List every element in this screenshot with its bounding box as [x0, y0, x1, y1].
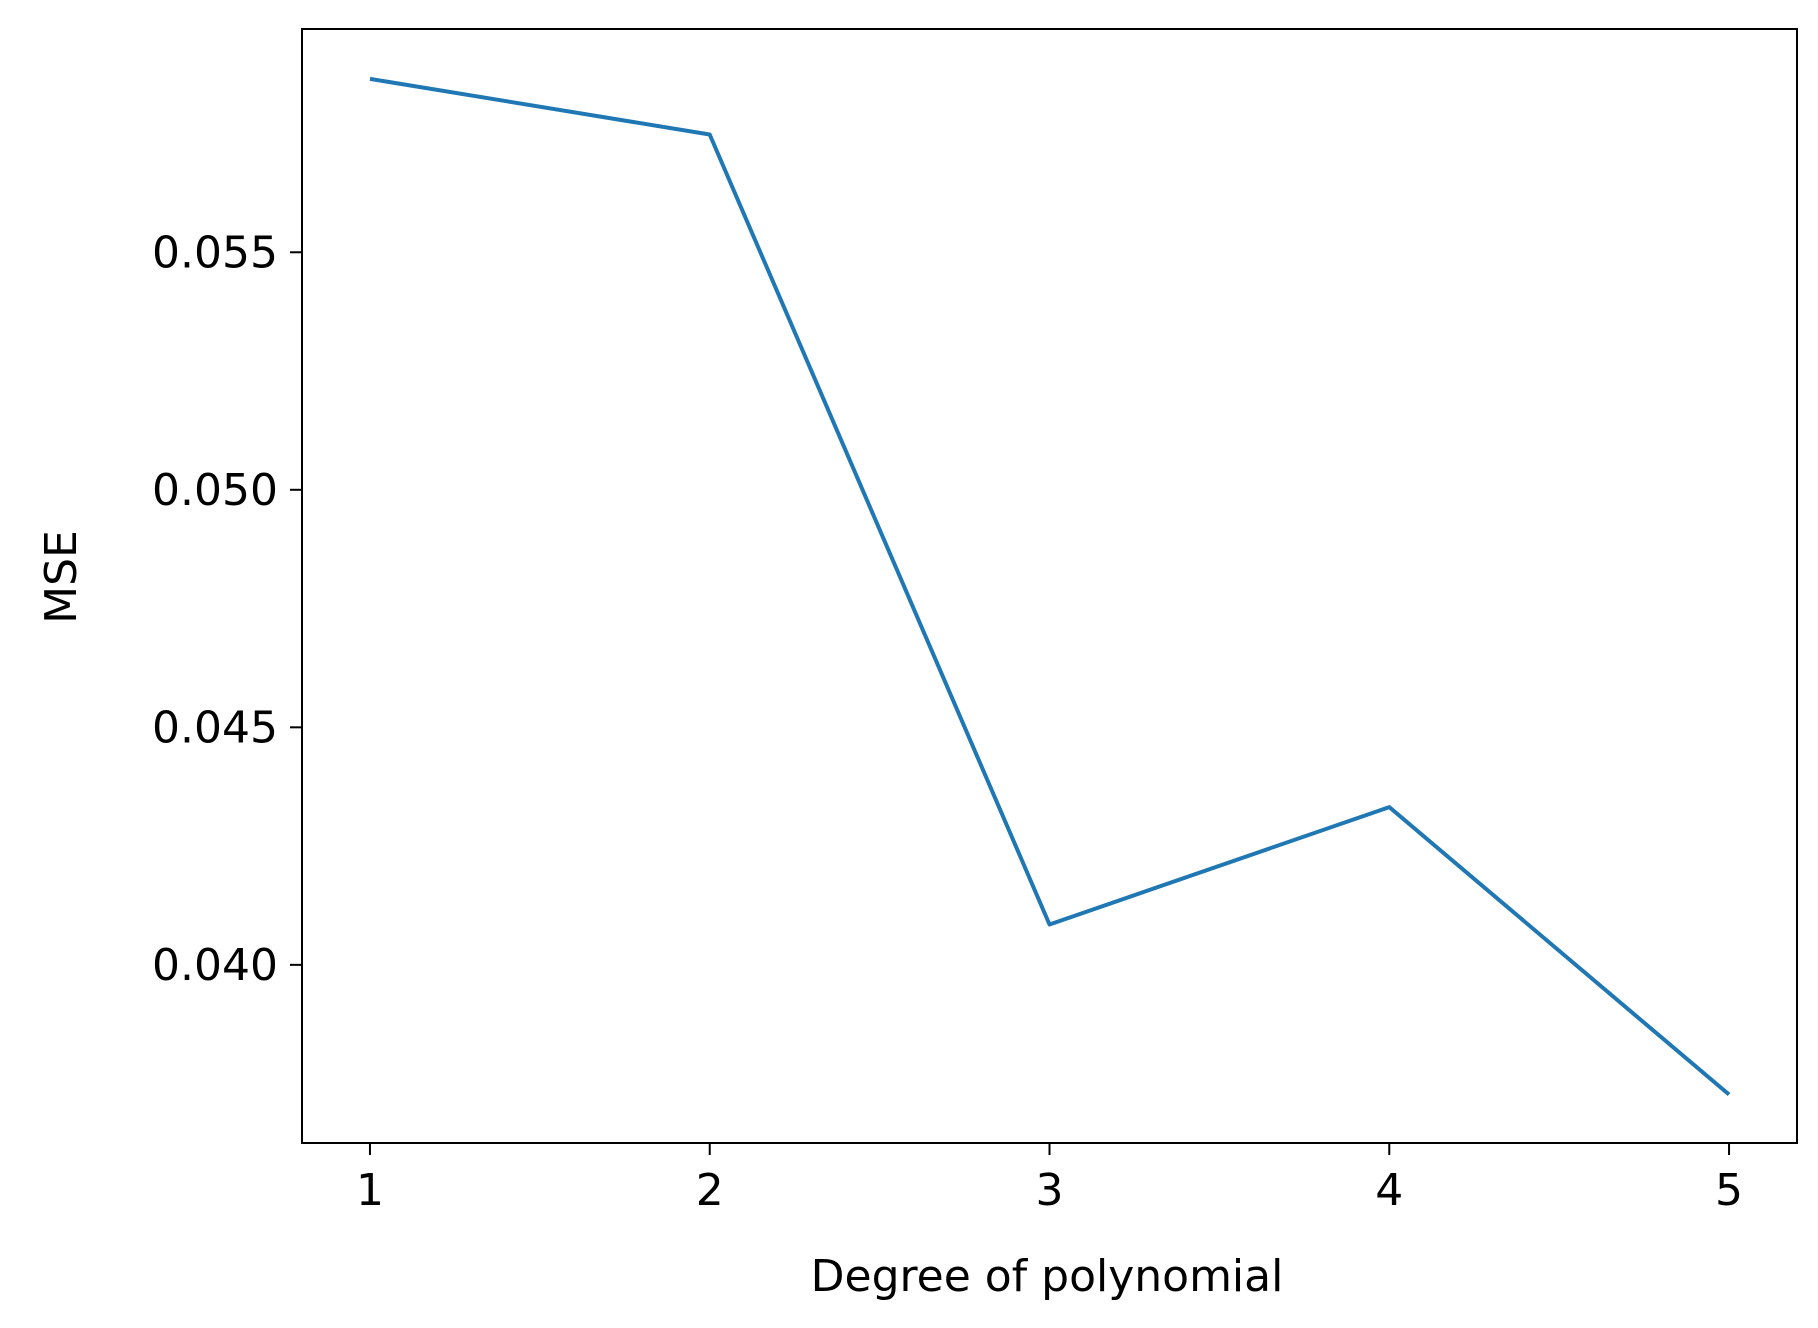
y-tick-label: 0.045 — [152, 702, 278, 753]
x-axis-label: Degree of polynomial — [811, 1251, 1284, 1302]
y-tick-label: 0.055 — [152, 227, 278, 278]
x-tick-label: 1 — [356, 1165, 384, 1216]
y-axis-ticks: 0.040 0.045 0.050 0.055 — [152, 227, 302, 991]
y-tick-label: 0.050 — [152, 465, 278, 516]
x-tick-label: 3 — [1036, 1165, 1064, 1216]
y-tick-label: 0.040 — [152, 940, 278, 991]
y-axis-label: MSE — [36, 530, 87, 624]
x-axis-ticks: 1 2 3 4 5 — [356, 1143, 1743, 1216]
x-tick-label: 2 — [696, 1165, 724, 1216]
x-tick-label: 4 — [1375, 1165, 1403, 1216]
x-tick-label: 5 — [1715, 1165, 1743, 1216]
series-line-1 — [369, 76, 1731, 1097]
